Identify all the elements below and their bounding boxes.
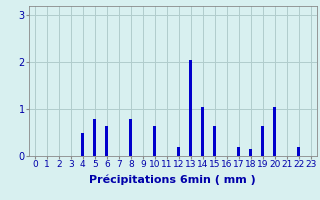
Bar — [129, 118, 132, 156]
Bar — [189, 60, 192, 156]
Bar — [249, 149, 252, 156]
Bar — [93, 118, 96, 156]
Bar — [237, 147, 240, 156]
Bar — [297, 147, 300, 156]
Bar — [153, 126, 156, 156]
Bar — [273, 107, 276, 156]
Bar — [105, 126, 108, 156]
Bar — [81, 133, 84, 156]
Bar — [261, 126, 264, 156]
Bar — [213, 126, 216, 156]
Bar — [177, 147, 180, 156]
X-axis label: Précipitations 6min ( mm ): Précipitations 6min ( mm ) — [89, 175, 256, 185]
Bar — [201, 107, 204, 156]
